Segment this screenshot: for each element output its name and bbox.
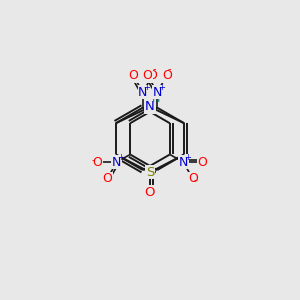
Text: O: O (148, 69, 158, 82)
Text: N: N (145, 100, 155, 113)
Text: -: - (194, 176, 197, 185)
Text: +: + (158, 82, 165, 91)
Text: N: N (178, 156, 188, 169)
Text: -: - (153, 64, 157, 74)
Text: O: O (198, 156, 208, 169)
Text: N: N (112, 156, 122, 169)
Text: N: N (152, 86, 162, 99)
Text: +: + (118, 153, 124, 162)
Text: O: O (102, 172, 112, 185)
Text: -: - (91, 155, 95, 165)
Text: O: O (142, 69, 152, 82)
Text: +: + (184, 153, 191, 162)
Text: S: S (146, 166, 154, 179)
Text: O: O (145, 186, 155, 199)
Text: O: O (128, 69, 138, 82)
Text: O: O (162, 69, 172, 82)
Text: -: - (167, 64, 171, 74)
Text: H: H (152, 94, 161, 103)
Text: +: + (144, 82, 150, 91)
Text: N: N (138, 86, 148, 99)
Text: O: O (188, 172, 198, 185)
Text: O: O (92, 156, 102, 169)
